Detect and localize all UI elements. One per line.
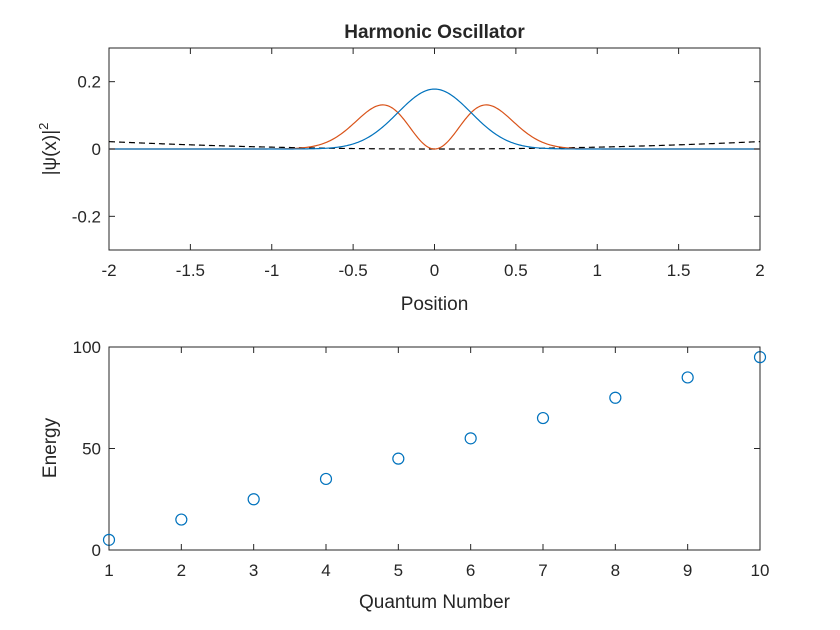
x-axis-label: Position bbox=[401, 294, 469, 315]
x-tick-label: 0 bbox=[430, 261, 439, 280]
y-tick-label: 50 bbox=[82, 440, 101, 459]
x-tick-label: 2 bbox=[755, 261, 764, 280]
y-tick-label: 0 bbox=[92, 541, 101, 560]
energy-point bbox=[319, 472, 333, 486]
x-tick-label: 10 bbox=[751, 561, 770, 580]
x-tick-label: 3 bbox=[249, 561, 258, 580]
y-tick-label: 100 bbox=[73, 338, 101, 357]
energy-point bbox=[609, 391, 622, 404]
x-tick-label: 8 bbox=[611, 561, 620, 580]
x-tick-label: 9 bbox=[683, 561, 692, 580]
energy-point bbox=[681, 371, 694, 384]
x-tick-label: -2 bbox=[101, 261, 116, 280]
y-axis-label-superscript: 2 bbox=[36, 123, 51, 130]
chart-title: Harmonic Oscillator bbox=[344, 22, 525, 43]
energy-axes: 1 2 3 4 5 6 7 8 9 10 0 50 100 Quantum Number Energy bbox=[40, 338, 769, 613]
wavefunction-x-ticks: -2 -1.5 -1 -0.5 0 0.5 1 1.5 2 bbox=[101, 48, 765, 280]
energy-x-axis-label: Quantum Number bbox=[359, 592, 511, 613]
x-tick-label: -1 bbox=[264, 261, 279, 280]
energy-x-ticks: 1 2 3 4 5 6 7 8 9 10 bbox=[104, 347, 769, 580]
y-tick-label: -0.2 bbox=[72, 207, 101, 226]
wavefunction-axes: -2 -1.5 -1 -0.5 0 0.5 1 1.5 2 -0.2 0 0.2 Harmonic … bbox=[36, 22, 765, 315]
wavefunction-y-ticks: -0.2 0 0.2 bbox=[72, 73, 760, 226]
x-tick-label: -1.5 bbox=[176, 261, 205, 280]
energy-y-axis-label: Energy bbox=[40, 417, 61, 478]
x-tick-label: 7 bbox=[538, 561, 547, 580]
energy-point bbox=[392, 452, 405, 465]
wavefunction-curves bbox=[108, 88, 761, 150]
y-axis-label-base: |ψ(x)| bbox=[40, 130, 61, 176]
y-tick-label: 0 bbox=[92, 140, 101, 159]
x-tick-label: 4 bbox=[321, 561, 330, 580]
x-tick-label: 5 bbox=[394, 561, 403, 580]
x-tick-label: 1 bbox=[104, 561, 113, 580]
x-tick-label: 0.5 bbox=[504, 261, 528, 280]
x-tick-label: 2 bbox=[177, 561, 186, 580]
x-tick-label: -0.5 bbox=[338, 261, 367, 280]
y-axis-label: |ψ(x)|2 bbox=[36, 123, 61, 176]
ground-state-curve bbox=[109, 88, 760, 150]
x-tick-label: 6 bbox=[466, 561, 475, 580]
x-tick-label: 1.5 bbox=[667, 261, 691, 280]
energy-point bbox=[247, 493, 260, 506]
x-tick-label: 1 bbox=[593, 261, 602, 280]
energy-point bbox=[175, 513, 188, 526]
y-tick-label: 0.2 bbox=[77, 73, 101, 92]
energy-plot-area bbox=[108, 346, 761, 551]
energy-point bbox=[536, 411, 550, 425]
energy-point bbox=[464, 432, 477, 445]
energy-y-ticks: 0 50 100 bbox=[73, 338, 760, 560]
